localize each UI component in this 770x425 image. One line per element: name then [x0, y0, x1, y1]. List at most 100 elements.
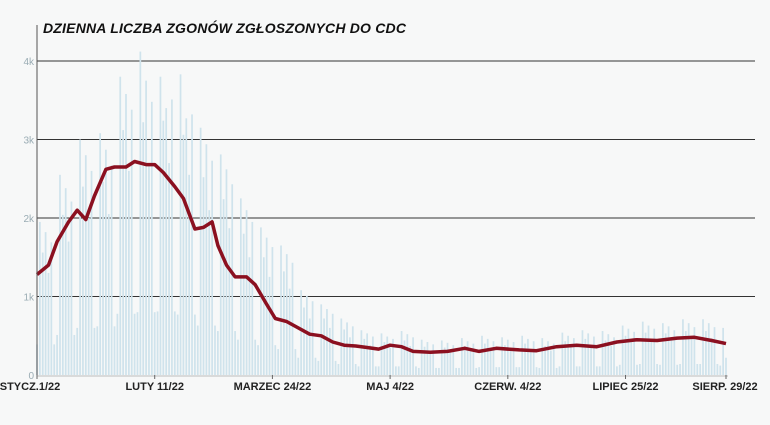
x-tick-label: MARZEC 24/22: [234, 381, 312, 393]
y-tick-label: 4k: [23, 57, 35, 68]
bar: [346, 322, 348, 375]
bar: [509, 349, 512, 375]
bar: [639, 364, 641, 375]
bar: [76, 327, 79, 375]
bar: [607, 334, 610, 375]
average-line: [35, 159, 727, 354]
bar: [150, 101, 153, 375]
bar: [93, 327, 96, 375]
bar: [102, 181, 104, 375]
bar: [383, 342, 386, 375]
bar: [481, 335, 483, 375]
bar: [705, 331, 707, 375]
bar: [664, 333, 667, 375]
bar: [644, 332, 647, 375]
bar: [360, 330, 363, 375]
bar: [196, 325, 199, 375]
bar: [412, 337, 414, 375]
bar: [409, 345, 412, 375]
bar: [529, 349, 532, 375]
bar: [96, 326, 99, 375]
bar: [82, 186, 84, 375]
bar: [105, 149, 107, 375]
bar: [604, 340, 607, 375]
bar: [44, 232, 47, 375]
bar: [237, 339, 239, 375]
bar: [291, 262, 294, 375]
bar: [501, 337, 503, 375]
bar: [455, 367, 458, 375]
bar: [535, 367, 538, 375]
bar: [153, 312, 156, 375]
gridlines: [37, 60, 755, 297]
bar: [601, 331, 604, 375]
bar: [305, 295, 308, 375]
bar: [725, 357, 727, 375]
bar: [300, 290, 302, 375]
bar: [323, 318, 325, 375]
x-tick-label: LIPIEC 25/22: [592, 381, 658, 393]
bar: [119, 76, 122, 375]
bar: [122, 130, 124, 375]
bar: [406, 334, 409, 375]
bar: [587, 333, 590, 375]
bar: [217, 331, 219, 375]
bar: [156, 311, 159, 375]
bar: [188, 174, 191, 375]
bar: [716, 364, 719, 375]
bar: [61, 214, 64, 375]
bar: [443, 347, 446, 375]
y-tick-label: 3k: [23, 136, 35, 147]
bar: [239, 198, 242, 375]
bar: [693, 327, 696, 375]
bar: [610, 345, 613, 375]
bar: [343, 329, 346, 375]
bar: [354, 364, 357, 375]
bar: [656, 364, 658, 375]
bar: [684, 331, 687, 375]
bar: [555, 367, 558, 375]
bar: [171, 99, 173, 375]
bar: [222, 199, 225, 375]
bar: [41, 252, 44, 375]
bar: [710, 338, 713, 375]
bar: [242, 233, 245, 375]
bar: [262, 257, 265, 375]
bar: [67, 241, 70, 375]
bar: [326, 309, 328, 375]
bar: [136, 312, 139, 375]
bar: [417, 367, 420, 375]
bar: [87, 218, 90, 375]
bar: [99, 133, 102, 375]
bar: [268, 276, 271, 375]
bar: [466, 341, 469, 375]
bar: [578, 366, 581, 375]
bar: [366, 333, 369, 375]
bar: [205, 144, 208, 375]
bar: [303, 307, 305, 375]
x-tick-label: STYCZ.1/22: [0, 381, 60, 393]
bar: [148, 164, 150, 375]
bar: [277, 349, 280, 375]
bar: [687, 323, 690, 375]
bar: [558, 366, 561, 375]
bar: [492, 341, 495, 375]
bar: [713, 327, 716, 375]
bar: [285, 254, 288, 375]
bar: [567, 335, 569, 375]
bar: [194, 314, 196, 375]
bar: [211, 160, 213, 375]
bar: [397, 366, 400, 375]
bar: [423, 346, 426, 375]
bar: [633, 331, 635, 375]
bar: [90, 170, 93, 375]
bar: [251, 221, 254, 375]
bar: [39, 221, 41, 375]
bar: [438, 367, 440, 375]
bar: [113, 326, 116, 375]
bar: [498, 367, 501, 375]
moving-average-line: [35, 159, 727, 354]
bar: [337, 364, 340, 375]
bar: [107, 214, 110, 375]
